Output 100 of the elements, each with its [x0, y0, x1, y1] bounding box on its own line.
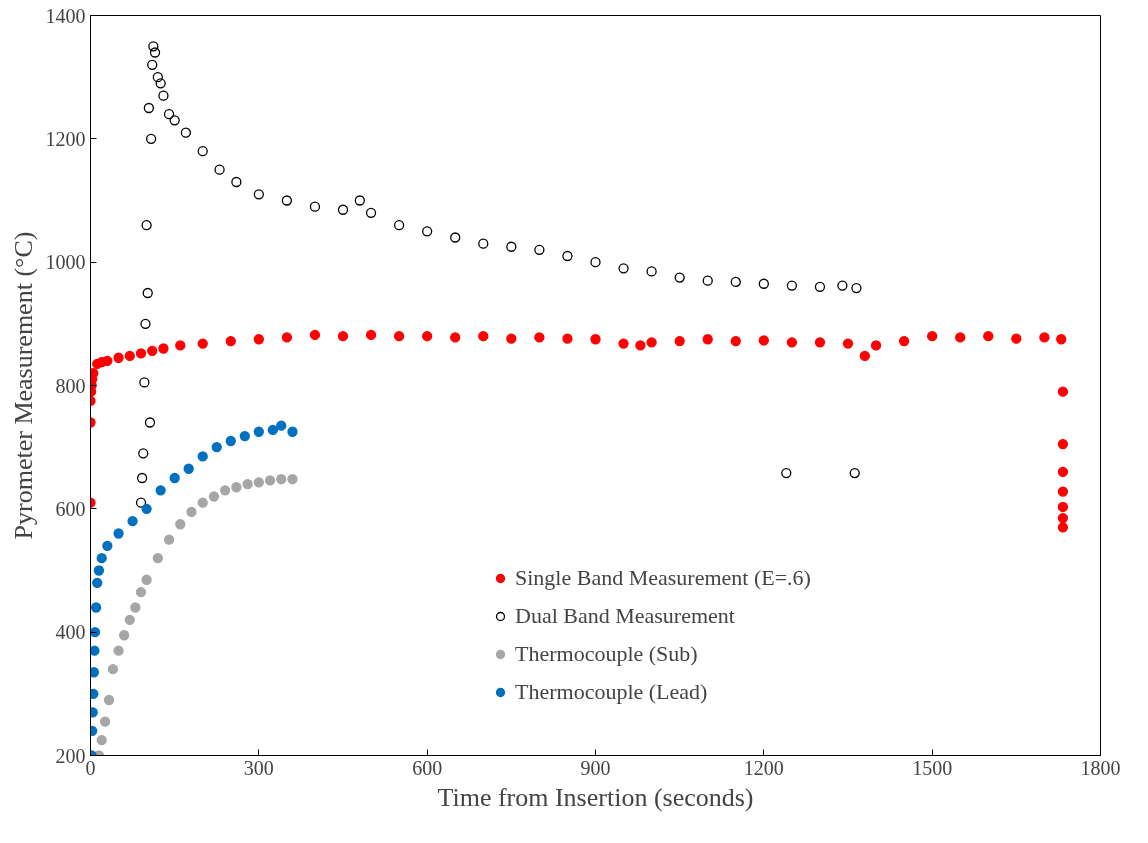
point [155, 485, 166, 496]
y-tick-label: 400 [55, 621, 86, 644]
point [239, 430, 250, 442]
point [287, 426, 298, 437]
point [169, 472, 180, 484]
point [955, 332, 966, 343]
point [242, 479, 253, 490]
point [135, 497, 147, 508]
x-tick-label: 0 [85, 756, 96, 779]
legend-label: Thermocouple (Lead) [515, 679, 708, 705]
point [309, 201, 321, 212]
point [635, 340, 646, 351]
y-tick-label: 1000 [45, 251, 86, 274]
legend-label: Thermocouple (Sub) [515, 641, 698, 667]
point [148, 41, 159, 52]
point [354, 195, 365, 206]
x-tick-label: 1500 [912, 756, 953, 779]
y-tick-label: 600 [55, 497, 86, 520]
point [253, 189, 264, 200]
point [135, 348, 147, 359]
point [562, 250, 573, 262]
point [450, 332, 461, 343]
point [758, 278, 769, 289]
point [898, 335, 910, 347]
point [103, 694, 115, 706]
point [814, 337, 826, 348]
point [506, 241, 517, 252]
point [96, 553, 107, 564]
point [186, 506, 197, 518]
point [142, 287, 153, 299]
point [119, 630, 130, 641]
legend-label: Dual Band Measurement [515, 603, 735, 629]
point [1011, 333, 1022, 344]
point [136, 472, 148, 484]
point [849, 467, 860, 479]
point [702, 275, 713, 286]
point [264, 475, 276, 486]
point [231, 482, 242, 493]
x-tick-label: 600 [412, 756, 443, 779]
point [287, 474, 298, 485]
x-tick-label: 900 [580, 756, 611, 779]
point [983, 331, 994, 342]
point [534, 332, 545, 343]
point [158, 90, 169, 101]
point [422, 226, 433, 237]
point [208, 491, 220, 502]
point [1057, 512, 1069, 524]
point [113, 352, 124, 363]
point [169, 115, 180, 126]
point [211, 442, 222, 453]
point [141, 220, 152, 231]
y-tick-label: 800 [55, 374, 86, 397]
point [393, 331, 405, 342]
point [124, 614, 135, 625]
point [152, 72, 163, 83]
point [1056, 334, 1067, 345]
point [814, 281, 826, 292]
point [646, 266, 657, 277]
point [674, 335, 685, 347]
point [1039, 332, 1050, 343]
point [155, 78, 166, 89]
point [99, 716, 111, 727]
point [113, 528, 124, 539]
point [127, 516, 138, 527]
point [1057, 522, 1069, 533]
point [107, 664, 119, 675]
point [144, 417, 156, 428]
point [590, 257, 601, 268]
point [140, 318, 151, 329]
point [1057, 466, 1069, 477]
point [175, 519, 186, 530]
point [163, 109, 175, 120]
point [141, 574, 152, 585]
point [231, 176, 242, 188]
point [145, 133, 157, 144]
point [276, 420, 287, 431]
point [851, 282, 862, 294]
point [309, 329, 321, 341]
point [220, 485, 231, 496]
point [870, 340, 882, 351]
point [139, 377, 150, 388]
point [197, 497, 208, 508]
point [143, 102, 155, 114]
point [93, 565, 105, 576]
point [859, 350, 870, 362]
point [337, 204, 349, 215]
point [730, 335, 741, 347]
x-tick-label: 300 [243, 756, 274, 779]
x-axis-title: Time from Insertion (seconds) [437, 782, 754, 812]
point [422, 331, 433, 342]
point [90, 627, 101, 638]
point [175, 340, 186, 351]
point [1057, 438, 1069, 450]
point [1057, 501, 1069, 513]
point [393, 220, 405, 231]
point [180, 127, 192, 138]
point [197, 451, 208, 462]
point [674, 272, 685, 283]
point [197, 146, 208, 157]
point [253, 334, 264, 345]
